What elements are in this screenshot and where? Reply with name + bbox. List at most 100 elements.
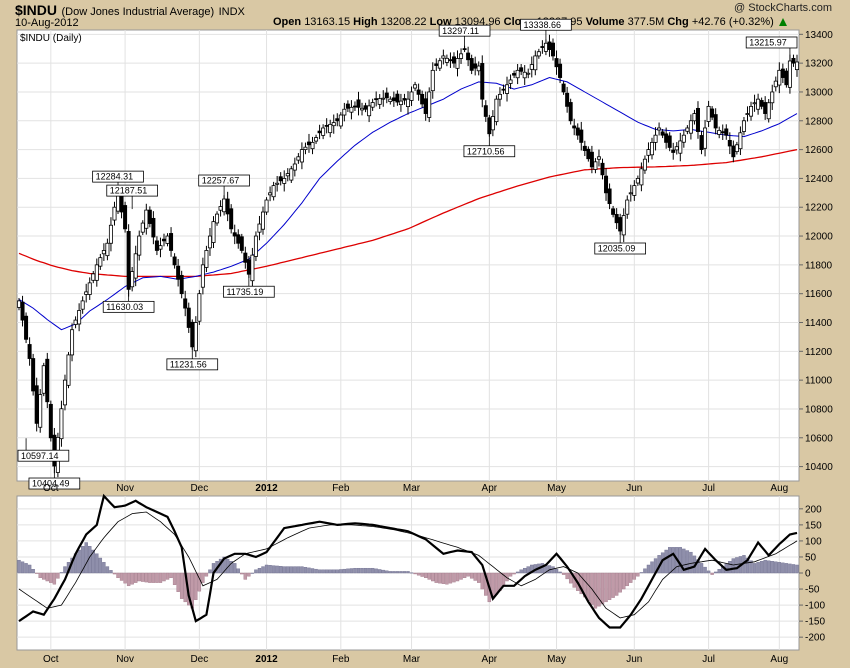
candle-body xyxy=(27,344,32,359)
candle-body xyxy=(434,63,439,66)
histogram-bar xyxy=(469,572,474,579)
price-annotation-label: 10404.49 xyxy=(32,479,70,489)
histogram-bar xyxy=(49,572,53,583)
histogram-bar xyxy=(137,572,141,582)
histogram-bar xyxy=(717,569,721,574)
candle-body xyxy=(59,408,64,440)
chg-value: +42.76 (+0.32%) xyxy=(691,16,774,28)
price-annotation-label: 10597.14 xyxy=(21,451,59,461)
histogram-bar xyxy=(31,569,35,574)
price-annotation-label: 12187.51 xyxy=(110,186,148,196)
ind-tick-label: 50 xyxy=(805,552,817,563)
candle-body xyxy=(246,259,251,275)
histogram-bar xyxy=(639,572,644,574)
candle-body xyxy=(600,162,605,176)
candle-body xyxy=(87,282,92,295)
histogram-bar xyxy=(261,566,265,574)
histogram-bar xyxy=(335,569,339,574)
candle-body xyxy=(296,156,301,161)
candle-body xyxy=(144,209,149,229)
histogram-bar xyxy=(406,571,410,574)
candle-body xyxy=(45,358,50,403)
price-month-label: Nov xyxy=(116,483,134,494)
candle-body xyxy=(480,63,485,100)
histogram-bar xyxy=(607,572,612,600)
quote-bar: Open 13163.15 High 13208.22 Low 13094.96… xyxy=(273,16,787,28)
candle-body xyxy=(169,233,174,251)
candle-body xyxy=(437,60,442,69)
candle-body xyxy=(179,274,184,295)
candle-body xyxy=(451,56,456,64)
candle-body xyxy=(278,176,283,182)
histogram-bar xyxy=(558,571,562,574)
histogram-bar xyxy=(731,558,736,574)
histogram-bar xyxy=(763,559,767,574)
ma200-line xyxy=(18,148,798,278)
histogram-bar xyxy=(378,569,382,574)
histogram-bar xyxy=(59,572,64,574)
price-annotation-label: 12284.31 xyxy=(96,172,134,182)
histogram-bar xyxy=(42,572,46,580)
candle-body xyxy=(671,149,676,153)
candle-body xyxy=(752,102,757,105)
candle-body xyxy=(604,175,609,194)
candle-body xyxy=(207,235,212,249)
price-tick-label: 10800 xyxy=(805,404,833,415)
histogram-bar xyxy=(646,564,651,574)
candle-body xyxy=(476,65,481,72)
histogram-bar xyxy=(477,572,481,583)
candle-body xyxy=(685,127,690,132)
candle-body xyxy=(703,127,708,149)
ind-month-label: Feb xyxy=(332,654,350,665)
candle-body xyxy=(225,198,230,215)
candle-body xyxy=(473,63,478,69)
candle-body xyxy=(596,156,601,160)
candle-body xyxy=(738,132,743,150)
ind-tick-label: -100 xyxy=(805,601,825,612)
candle-body xyxy=(459,53,464,59)
candle-body xyxy=(674,146,679,151)
histogram-bar xyxy=(636,572,640,577)
candle-body xyxy=(699,135,704,150)
candle-body xyxy=(73,319,78,325)
histogram-bar xyxy=(349,568,354,574)
candle-body xyxy=(515,69,520,79)
price-month-label: Aug xyxy=(770,483,788,494)
histogram-bar xyxy=(144,572,149,583)
candle-body xyxy=(540,46,545,48)
candle-body xyxy=(243,252,248,263)
price-tick-label: 12800 xyxy=(805,116,833,127)
histogram-bar xyxy=(413,572,417,575)
histogram-bar xyxy=(745,557,750,574)
histogram-bar xyxy=(600,572,605,605)
histogram-bar xyxy=(286,566,290,574)
histogram-bar xyxy=(310,568,315,574)
candle-body xyxy=(780,68,785,78)
candle-body xyxy=(292,163,297,171)
histogram-bar xyxy=(515,571,520,574)
candle-body xyxy=(229,208,234,230)
histogram-bar xyxy=(126,572,131,587)
histogram-bar xyxy=(402,571,407,574)
histogram-bar xyxy=(767,560,771,574)
price-tick-label: 11000 xyxy=(805,376,833,387)
candle-body xyxy=(384,92,389,99)
candle-body xyxy=(547,41,552,50)
histogram-bar xyxy=(282,566,286,574)
histogram-bar xyxy=(342,568,347,574)
candle-body xyxy=(126,231,131,290)
price-month-label: May xyxy=(547,483,566,494)
histogram-bar xyxy=(95,553,99,574)
histogram-bar xyxy=(667,547,672,574)
histogram-bar xyxy=(208,569,212,574)
candle-body xyxy=(402,98,407,101)
candle-body xyxy=(741,120,746,132)
candle-body xyxy=(338,114,343,127)
price-annotation-label: 11231.56 xyxy=(170,359,207,369)
candle-body xyxy=(405,98,410,108)
histogram-bar xyxy=(148,572,152,583)
histogram-bar xyxy=(445,572,449,585)
histogram-bar xyxy=(593,572,598,609)
price-annotation: 12257.67 xyxy=(198,174,250,200)
candle-body xyxy=(628,192,633,195)
